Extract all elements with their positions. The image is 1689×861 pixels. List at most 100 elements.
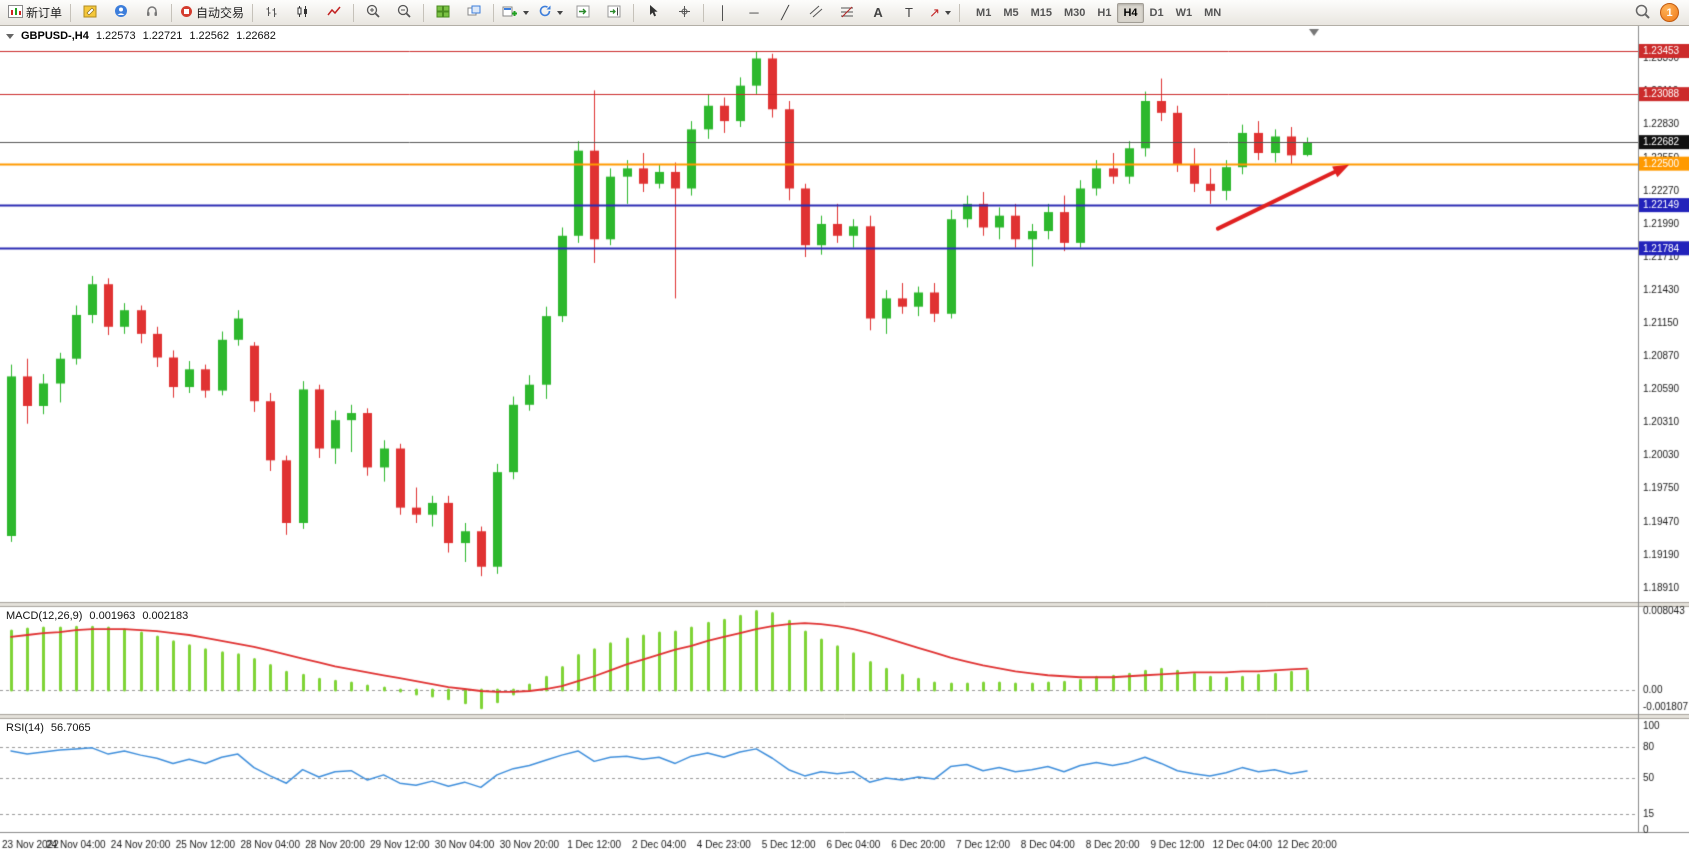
- dropdown-caret: [944, 10, 951, 15]
- rsi-value: 56.7065: [50, 722, 91, 734]
- macd-indicator-label: MACD(12,26,9) 0.001963 0.002183: [6, 610, 188, 622]
- timeframe-button-MN[interactable]: MN: [1204, 6, 1222, 19]
- trendline-button[interactable]: ╱: [770, 1, 800, 25]
- toolbar-separator: [959, 3, 961, 22]
- crosshair-button[interactable]: [669, 1, 699, 25]
- channel-button[interactable]: [801, 1, 831, 25]
- chart-low-value: 1.22562: [189, 30, 230, 42]
- arrows-button[interactable]: ↗: [925, 1, 955, 25]
- new-chart-icon: [502, 5, 518, 21]
- fibonacci-icon: [840, 5, 854, 21]
- autotrading-button[interactable]: 自动交易: [176, 1, 248, 25]
- chart-window: GBPUSD-,H4 1.22573 1.22721 1.22562 1.226…: [0, 26, 1689, 861]
- toolbar-separator: [493, 3, 495, 22]
- vertical-line-icon: │: [718, 5, 728, 20]
- shift-chart-button[interactable]: [599, 1, 629, 25]
- toolbar-separator: [703, 3, 705, 22]
- macd-signal-value: 0.002183: [142, 610, 189, 622]
- metaeditor-icon: [83, 5, 97, 21]
- text-label-button[interactable]: T: [894, 1, 924, 25]
- cascade-windows-button[interactable]: [459, 1, 489, 25]
- channel-icon: [809, 5, 823, 21]
- cursor-icon: [647, 4, 659, 21]
- toolbar-separator: [353, 3, 355, 22]
- dropdown-caret: [557, 10, 564, 15]
- main-toolbar: 新订单 自动交易 │ ─ ╱ A T ↗ M1 M5 M15 M30 H1 H4 D1 W1 M…: [0, 0, 1689, 26]
- toolbar-separator: [171, 3, 173, 22]
- new-chart-button[interactable]: [498, 1, 533, 25]
- chart-header: GBPUSD-,H4 1.22573 1.22721 1.22562 1.226…: [6, 30, 276, 42]
- search-button[interactable]: [1627, 1, 1657, 25]
- shift-chart-icon: [607, 5, 621, 21]
- rsi-indicator-label: RSI(14) 56.7065: [6, 722, 91, 734]
- new-order-button[interactable]: 新订单: [4, 1, 66, 25]
- profiles-button[interactable]: [534, 1, 567, 25]
- macd-main-value: 0.001963: [89, 610, 136, 622]
- timeframe-button-D1[interactable]: D1: [1149, 6, 1164, 19]
- macd-panel[interactable]: [0, 607, 1638, 714]
- chart-open-value: 1.22573: [95, 30, 136, 42]
- horizontal-line-button[interactable]: ─: [739, 1, 769, 25]
- chart-close-value: 1.22682: [236, 30, 276, 42]
- chart-high-value: 1.22721: [142, 30, 183, 42]
- arrow-shape-icon: ↗: [929, 5, 940, 20]
- timeframe-button-M15[interactable]: M15: [1030, 6, 1052, 19]
- price-axis[interactable]: [1638, 26, 1689, 861]
- line-chart-button[interactable]: [319, 1, 349, 25]
- zoom-in-icon: [366, 4, 380, 21]
- tile-windows-button[interactable]: [428, 1, 458, 25]
- autoscroll-icon: [576, 5, 590, 21]
- cascade-windows-icon: [467, 5, 481, 21]
- toolbar-separator: [633, 3, 635, 22]
- timeframe-button-W1[interactable]: W1: [1175, 6, 1193, 19]
- autotrading-icon: [180, 5, 193, 21]
- time-axis[interactable]: [0, 832, 1638, 861]
- one-click-trading-toggle[interactable]: [6, 33, 14, 39]
- rsi-name: RSI(14): [6, 722, 44, 734]
- metaeditor-button[interactable]: [75, 1, 105, 25]
- community-button[interactable]: [106, 1, 136, 25]
- toolbar-separator: [70, 3, 72, 22]
- zoom-out-icon: [397, 4, 411, 21]
- zoom-out-button[interactable]: [389, 1, 419, 25]
- toolbar-separator: [423, 3, 425, 22]
- support-button[interactable]: [137, 1, 167, 25]
- new-order-icon: [8, 4, 23, 21]
- rsi-panel[interactable]: [0, 719, 1638, 832]
- horizontal-line-icon: ─: [749, 5, 759, 20]
- price-chart-plot-area[interactable]: [0, 26, 1638, 602]
- zoom-in-button[interactable]: [358, 1, 388, 25]
- crosshair-icon: [678, 5, 691, 21]
- toolbar-separator: [252, 3, 254, 22]
- autotrading-label: 自动交易: [196, 6, 245, 20]
- cursor-button[interactable]: [638, 1, 668, 25]
- timeframe-button-M5[interactable]: M5: [1003, 6, 1019, 19]
- bar-chart-button[interactable]: [257, 1, 287, 25]
- timeframe-button-M30[interactable]: M30: [1064, 6, 1086, 19]
- line-chart-icon: [327, 5, 341, 21]
- autoscroll-button[interactable]: [568, 1, 598, 25]
- dropdown-caret: [523, 10, 530, 15]
- chart-canvas: [0, 26, 1689, 861]
- bar-chart-icon: [265, 5, 279, 21]
- headset-icon: [145, 5, 159, 21]
- macd-name: MACD(12,26,9): [6, 610, 83, 622]
- vertical-line-button[interactable]: │: [708, 1, 738, 25]
- new-order-label: 新订单: [26, 6, 63, 20]
- fibonacci-button[interactable]: [832, 1, 862, 25]
- community-icon: [114, 4, 128, 21]
- timeframe-button-H1[interactable]: H1: [1097, 6, 1112, 19]
- text-button[interactable]: A: [863, 1, 893, 25]
- timeframe-button-M1[interactable]: M1: [976, 6, 992, 19]
- chart-symbol-period: GBPUSD-,H4: [21, 30, 89, 42]
- candle-chart-icon: [296, 5, 310, 21]
- notification-badge[interactable]: 1: [1660, 3, 1679, 22]
- trendline-icon: ╱: [781, 5, 789, 20]
- search-icon: [1635, 4, 1650, 22]
- candle-chart-button[interactable]: [288, 1, 318, 25]
- text-label-icon: T: [905, 5, 913, 20]
- timeframe-toolbar: M1 M5 M15 M30 H1 H4 D1 W1 MN: [970, 2, 1227, 23]
- profiles-icon: [538, 4, 552, 21]
- timeframe-button-H4[interactable]: H4: [1117, 2, 1144, 23]
